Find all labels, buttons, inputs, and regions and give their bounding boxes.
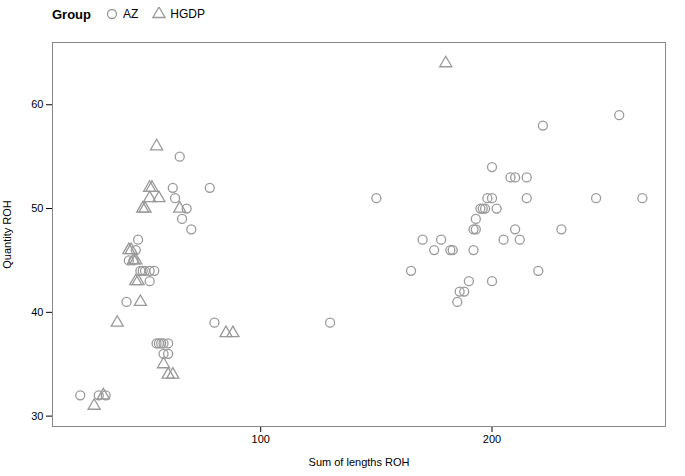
svg-text:60: 60 — [31, 98, 43, 110]
svg-text:100: 100 — [252, 433, 270, 445]
svg-text:50: 50 — [31, 202, 43, 214]
html-text:AZ: AZ — [123, 7, 139, 21]
svg-text:40: 40 — [31, 306, 43, 318]
svg-text:Quantity ROH: Quantity ROH — [1, 200, 13, 269]
html-text:HGDP: HGDP — [170, 7, 205, 21]
svg-text:30: 30 — [31, 410, 43, 422]
svg-text:Sum of lengths ROH: Sum of lengths ROH — [309, 456, 410, 468]
svg-text:200: 200 — [483, 433, 501, 445]
html-text:Group: Group — [52, 6, 91, 22]
